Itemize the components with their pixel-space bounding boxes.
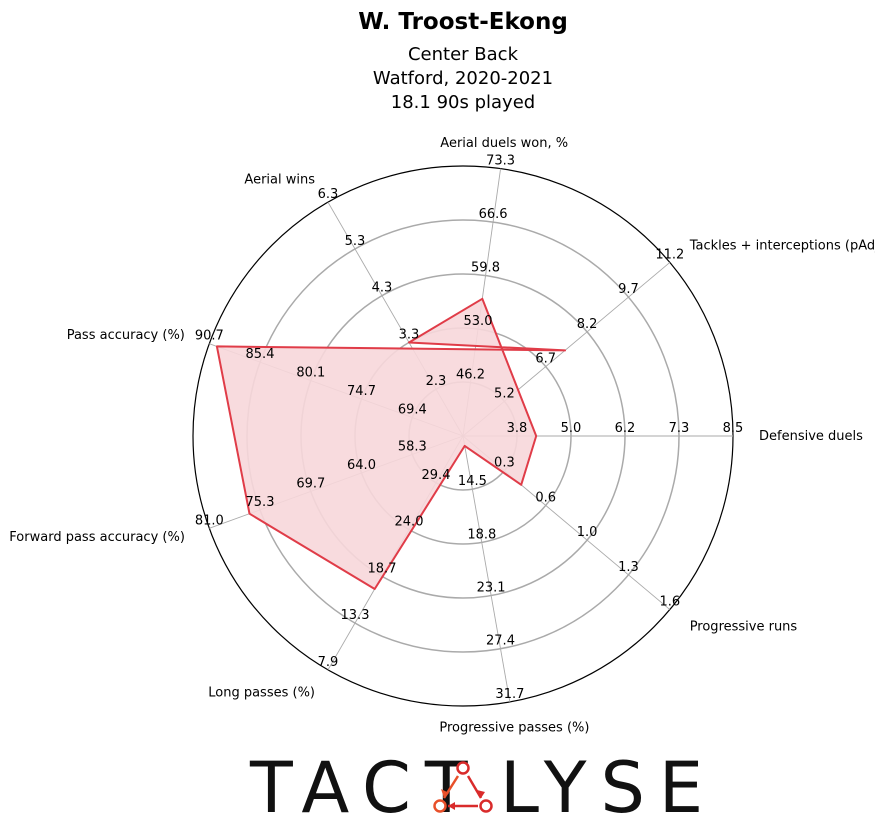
tick-label: 5.3 — [345, 234, 366, 249]
logo-text-right: LYSE — [500, 747, 717, 824]
tick-label: 85.4 — [246, 347, 275, 362]
tick-label: 64.0 — [347, 458, 376, 473]
tick-label: 53.0 — [464, 314, 493, 329]
tick-label: 58.3 — [398, 440, 427, 455]
axis-label: Aerial wins — [244, 173, 315, 188]
tick-label: 90.7 — [195, 329, 224, 344]
tick-label: 1.6 — [659, 595, 680, 610]
tick-label: 2.3 — [426, 374, 447, 389]
logo-node — [479, 799, 493, 813]
tick-label: 18.7 — [368, 561, 397, 576]
tick-label: 80.1 — [296, 366, 325, 381]
tick-label: 13.3 — [341, 608, 370, 623]
tick-label: 69.4 — [398, 403, 427, 418]
radar-labels: 3.8 5.0 6.2 7.3 8.5 Defensive duels 46.2 53.0 59… — [9, 136, 875, 736]
axis-label: Defensive duels — [759, 429, 863, 444]
axis-label: Progressive runs — [690, 619, 798, 634]
team-season: Watford, 2020-2021 — [373, 68, 553, 89]
tick-label: 74.7 — [347, 384, 376, 399]
logo-arrowhead — [448, 802, 455, 810]
tick-label: 59.8 — [471, 261, 500, 276]
tactalyse-logo: TACT LYSE — [249, 747, 717, 824]
tick-label: 73.3 — [486, 154, 515, 169]
tick-label: 8.2 — [577, 317, 598, 332]
radar-area-group — [215, 297, 566, 590]
tick-label: 69.7 — [296, 476, 325, 491]
tick-label: 5.0 — [561, 421, 582, 436]
logo-node — [456, 761, 470, 775]
tick-label: 5.2 — [494, 386, 515, 401]
logo-text-left: TACT — [249, 747, 482, 824]
logo-node — [433, 799, 447, 813]
tick-label: 3.8 — [507, 421, 528, 436]
tick-label: 24.0 — [395, 515, 424, 530]
tick-label: 8.5 — [723, 421, 744, 436]
tick-label: 7.3 — [669, 421, 690, 436]
tick-label: 27.4 — [486, 634, 515, 649]
tick-label: 0.6 — [535, 490, 556, 505]
tick-label: 1.3 — [618, 560, 639, 575]
tick-label: 23.1 — [477, 581, 506, 596]
spoke-line — [462, 435, 511, 702]
tick-label: 14.5 — [458, 474, 487, 489]
tick-label: 6.2 — [615, 421, 636, 436]
tick-label: 6.7 — [535, 352, 556, 367]
tick-label: 29.4 — [422, 468, 451, 483]
tick-label: 1.0 — [577, 525, 598, 540]
axis-label: Forward pass accuracy (%) — [9, 530, 185, 545]
tick-label: 46.2 — [456, 368, 485, 383]
axis-label: Pass accuracy (%) — [67, 328, 185, 343]
tick-label: 11.2 — [655, 247, 684, 262]
radar-area — [215, 297, 566, 590]
logo-arrowhead — [477, 790, 485, 798]
tick-label: 66.6 — [479, 207, 508, 222]
axis-label: Long passes (%) — [208, 685, 315, 700]
logo-arrow — [466, 775, 483, 799]
tick-label: 6.3 — [318, 187, 339, 202]
tick-label: 4.3 — [372, 281, 393, 296]
minutes-played: 18.1 90s played — [391, 92, 535, 113]
tick-label: 3.3 — [399, 328, 420, 343]
tick-label: 81.0 — [195, 513, 224, 528]
axis-label: Aerial duels won, % — [440, 136, 568, 151]
tick-label: 9.7 — [618, 282, 639, 297]
tick-label: 7.9 — [318, 655, 339, 670]
player-position: Center Back — [408, 44, 519, 65]
triangle-arrows-icon — [433, 761, 493, 813]
tick-label: 31.7 — [495, 687, 524, 702]
axis-label: Progressive passes (%) — [439, 721, 589, 736]
axis-label: Tackles + interceptions (pAdj) — [689, 239, 875, 254]
tick-label: 18.8 — [467, 527, 496, 542]
player-name: W. Troost-Ekong — [358, 9, 568, 35]
tick-label: 75.3 — [246, 495, 275, 510]
logo-arrowhead — [441, 789, 449, 798]
tick-label: 0.3 — [494, 456, 515, 471]
